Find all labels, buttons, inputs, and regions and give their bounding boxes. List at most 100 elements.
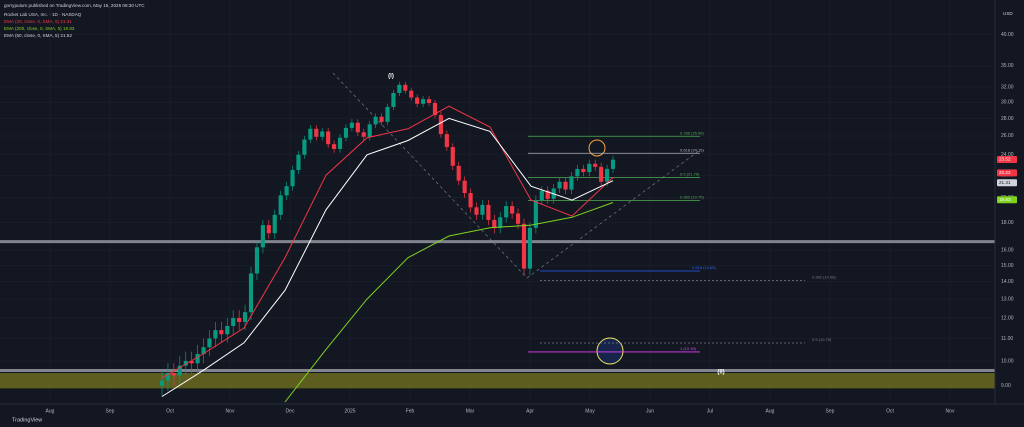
candle-body — [284, 186, 289, 196]
grid — [0, 0, 995, 404]
candle-body — [290, 169, 295, 187]
candle-body — [391, 92, 396, 107]
x-tick-label: Mar — [466, 408, 475, 414]
candle-body — [302, 139, 307, 155]
candle-body — [367, 124, 372, 137]
y-tick-label: 13.00 — [1001, 296, 1014, 302]
candle-body — [462, 180, 467, 194]
x-tick-label: Sep — [826, 408, 835, 414]
price-tag-label: 23.52 — [999, 157, 1011, 162]
y-tick-label: 12.00 — [1001, 315, 1014, 321]
candle-body — [456, 165, 461, 181]
candle-body — [183, 360, 188, 366]
highlight-circle — [588, 139, 606, 157]
candle-body — [379, 116, 384, 122]
x-tick-label: 2025 — [344, 408, 355, 414]
fib-label: 1 (10.39) — [680, 346, 697, 351]
y-tick-label: 10.00 — [1001, 358, 1014, 364]
x-tick-label: Nov — [226, 408, 235, 414]
candle-body — [260, 225, 265, 248]
candle-body — [587, 163, 592, 173]
candle-body — [426, 99, 432, 103]
footer-brand: TradingView — [12, 417, 42, 423]
candle-body — [159, 380, 165, 386]
candle-body — [326, 131, 331, 145]
candle-body — [254, 247, 260, 274]
candle-body — [539, 190, 544, 201]
fib-label: 0.786 (25.96) — [680, 130, 704, 135]
candle-body — [308, 128, 313, 140]
candle-body — [207, 338, 212, 348]
candle-body — [225, 325, 230, 335]
candle-body — [581, 168, 586, 173]
trend-line — [332, 72, 528, 279]
candle-body — [444, 134, 449, 148]
candle-body — [527, 227, 532, 269]
y-tick-label: 9.00 — [1001, 383, 1011, 389]
price-tag-label: 19.83 — [999, 197, 1011, 202]
wave-label: (II) — [717, 370, 724, 376]
candle-body — [604, 168, 610, 182]
x-tick-label: Feb — [406, 408, 415, 414]
candle-body — [563, 181, 568, 190]
candle-body — [201, 347, 206, 354]
candle-body — [237, 317, 242, 322]
y-tick-label: 32.00 — [1001, 84, 1014, 90]
x-tick-label: Oct — [166, 408, 174, 414]
candle-body — [610, 159, 616, 169]
candle-body — [557, 181, 562, 189]
fib-label: 0.618 (14.65) — [692, 265, 716, 270]
candle-body — [593, 163, 598, 167]
x-tick-label: Apr — [526, 408, 534, 414]
candle-body — [337, 137, 343, 149]
price-tag-label: 21.31 — [999, 180, 1011, 185]
candle-body — [468, 193, 473, 208]
candle-body — [599, 166, 604, 182]
candle-body — [492, 219, 497, 228]
price-tag — [997, 179, 1017, 187]
target-circle — [596, 337, 624, 365]
candle-body — [355, 122, 360, 133]
candle-body — [569, 176, 574, 190]
y-tick-label: 24.00 — [1001, 152, 1014, 158]
fib-label: 0.618 (24.15) — [680, 147, 704, 152]
y-tick-label: 28.00 — [1001, 116, 1014, 122]
time-axis — [0, 404, 1024, 427]
candle-body — [533, 200, 538, 228]
candle-body — [171, 373, 176, 376]
y-tick-label: 18.00 — [1001, 220, 1014, 226]
y-tick-label: 35.00 — [1001, 63, 1014, 69]
candle-body — [450, 147, 455, 166]
publisher: gorryputum published on TradingView.com,… — [4, 3, 145, 8]
x-tick-label: Jun — [646, 408, 654, 414]
y-tick-label: 15.00 — [1001, 263, 1014, 269]
candle-body — [343, 127, 349, 138]
candle-body — [213, 330, 218, 339]
x-tick-label: Sep — [106, 408, 115, 414]
candle-body — [415, 97, 420, 104]
axes: 9.00 10.00 11.00 12.00 13.00 14.00 15.00 16.00 1… — [46, 32, 1017, 414]
price-tag-label: 22.22 — [999, 170, 1011, 175]
candle-body — [498, 217, 503, 228]
candle-body — [165, 373, 171, 381]
candle-body — [248, 273, 254, 313]
candle-body — [397, 84, 402, 93]
candle-body — [474, 207, 479, 215]
price-tag — [997, 169, 1017, 177]
y-tick-label: 40.00 — [1001, 32, 1014, 38]
wave-label: (I) — [388, 73, 394, 79]
indicator: EMA (50, close, 0, SMA, 5) 21.52 — [4, 33, 72, 38]
candle-body — [320, 131, 325, 137]
candle-body — [189, 360, 194, 364]
ema-line — [284, 202, 614, 403]
candle-body — [438, 115, 443, 135]
demand-zone — [0, 373, 995, 389]
indicator: EMA (200, close, 0, SMA, 5) 19.83 — [4, 26, 75, 31]
fib-label: 0.382 (14.08) — [812, 274, 836, 279]
symbol: Rocket Lab USA, Inc. · 1D · NASDAQ — [4, 12, 82, 17]
candle-body — [373, 116, 378, 125]
currency: USD — [1003, 11, 1013, 16]
y-tick-label: 14.00 — [1001, 279, 1014, 285]
x-tick-label: Aug — [766, 408, 775, 414]
x-tick-label: Oct — [886, 408, 894, 414]
